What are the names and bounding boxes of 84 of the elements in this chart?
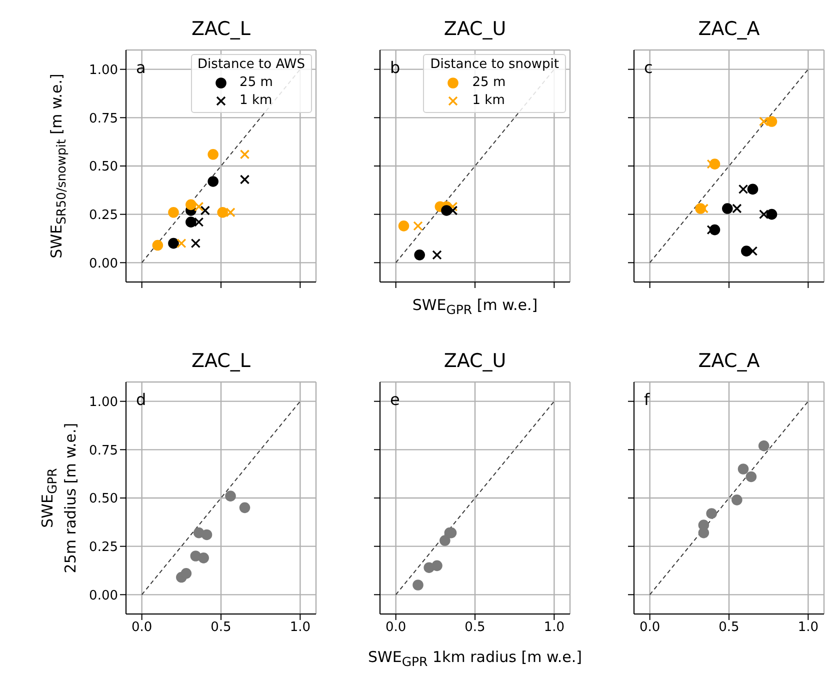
point	[194, 202, 204, 212]
y-tick-label: 0.25	[89, 540, 118, 555]
point	[432, 250, 442, 260]
point	[698, 520, 710, 530]
y-tick-label: 0.75	[89, 111, 118, 126]
point	[766, 208, 778, 220]
y-tick-label: 1.00	[89, 62, 118, 78]
point	[208, 149, 218, 160]
legend-label: 1 km	[240, 92, 272, 110]
point	[412, 580, 424, 590]
point	[239, 502, 250, 514]
point	[194, 217, 204, 227]
legend-label: 25 m	[240, 74, 273, 92]
point	[186, 216, 196, 228]
point	[766, 116, 778, 127]
annotation: e	[390, 390, 400, 409]
point	[186, 199, 196, 210]
chart-title: ZAC_U	[442, 18, 508, 40]
point	[758, 209, 769, 220]
legend-title: Distance to AWS	[198, 57, 305, 72]
annotation: c	[644, 58, 653, 77]
x-tick-label: 1.0	[798, 620, 819, 636]
point	[432, 560, 442, 572]
chart-title: ZAC_L	[190, 350, 252, 372]
point	[738, 464, 749, 474]
y-tick-label: 0.75	[89, 443, 118, 458]
x-tick-label: 1.0	[290, 620, 311, 636]
x-tick-label: 0.5	[210, 620, 232, 636]
x-axis-title: SWE$_{GPR}$ [m w.e.]	[411, 296, 539, 317]
point	[706, 508, 717, 519]
annotation: d	[136, 390, 146, 409]
chart-title: ZAC_U	[442, 350, 508, 372]
y-tick-label: 0.00	[89, 256, 118, 272]
point	[758, 116, 769, 126]
point	[168, 207, 179, 218]
point	[448, 206, 458, 216]
point	[414, 250, 425, 260]
point	[747, 184, 758, 195]
y-tick-label: 0.00	[89, 588, 118, 604]
point	[748, 246, 758, 256]
y-tick-label: 1.00	[89, 394, 118, 410]
point	[440, 535, 450, 546]
x-tick-label: 1.0	[544, 620, 565, 636]
point	[240, 174, 250, 184]
point	[198, 552, 209, 564]
point	[448, 202, 458, 212]
x-tick-label: 0.5	[464, 620, 486, 636]
y-tick-label: 0.50	[89, 160, 118, 175]
point	[208, 176, 218, 187]
x-tick-label: 0.0	[131, 620, 152, 636]
x-tick-label: 0.5	[718, 620, 740, 636]
annotation: f	[644, 390, 650, 409]
point	[732, 204, 742, 214]
annotation: a	[136, 58, 146, 77]
point	[217, 207, 228, 218]
x-axis-title: SWE$_{GPR}$ 1km radius [m w.e.]	[366, 648, 584, 669]
point	[732, 494, 742, 506]
point	[225, 490, 236, 502]
point	[200, 206, 210, 216]
point	[226, 208, 236, 218]
point	[201, 529, 212, 540]
chart-title: ZAC_A	[697, 350, 761, 372]
x-tick-label: 0.0	[385, 620, 406, 636]
point	[152, 240, 164, 251]
x-tick-label: 0.0	[639, 620, 660, 636]
point	[738, 184, 748, 194]
point	[180, 568, 192, 579]
annotation: b	[390, 58, 400, 77]
point	[413, 221, 423, 231]
point	[176, 238, 186, 248]
chart-title: ZAC_L	[190, 18, 252, 40]
point	[190, 238, 201, 248]
point	[240, 150, 250, 160]
legend-label: 25 m	[472, 74, 506, 92]
point	[168, 238, 179, 249]
point	[758, 440, 770, 452]
legend-title: Distance to snowpit	[430, 57, 559, 72]
point	[722, 203, 733, 214]
y-tick-label: 0.50	[89, 492, 118, 507]
point	[746, 471, 757, 482]
point	[398, 220, 410, 232]
chart-title: ZAC_A	[697, 18, 761, 40]
y-tick-label: 0.25	[89, 208, 118, 223]
legend-label: 1 km	[472, 92, 505, 110]
